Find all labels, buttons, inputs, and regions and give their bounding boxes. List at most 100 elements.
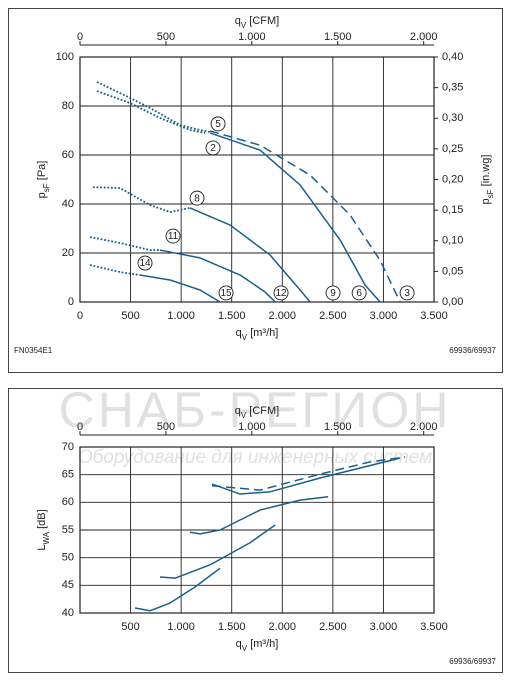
x-tick-label: 1.500 — [218, 310, 246, 322]
curve-marker — [189, 190, 205, 206]
fan-curve — [159, 524, 276, 579]
y-tick-label: 20 — [62, 247, 74, 259]
label-rest: [CFM] — [246, 15, 279, 27]
figure-code: 69936/69937 — [449, 346, 496, 355]
label-main: q — [236, 638, 242, 650]
figure-code: FN0354E1 — [14, 346, 53, 355]
panel-frame — [8, 388, 503, 673]
y2-tick-label: 0,00 — [442, 296, 463, 308]
x-tick-label: 2.000 — [269, 310, 297, 322]
curve-marker-label: 9 — [330, 288, 336, 299]
y2-tick-label: 0,25 — [442, 143, 463, 155]
plot-frame — [79, 56, 435, 303]
label-sub: V — [241, 21, 247, 30]
x-tick-label: 0 — [77, 310, 83, 322]
fan-curve — [159, 249, 276, 303]
fan-curve — [209, 132, 381, 303]
curve-marker-label: 15 — [220, 288, 232, 299]
label-sub: V — [242, 644, 248, 653]
y-tick-label: 40 — [62, 198, 74, 210]
y2-axis-label: psF [in.wg] — [480, 155, 495, 205]
y-tick-label: 45 — [62, 579, 74, 591]
y2-tick-label: 0,15 — [442, 204, 463, 216]
label-sub: sF — [486, 189, 495, 198]
y-axis-label: psF [Pa] — [36, 161, 51, 199]
x-tick-label: 3.500 — [420, 310, 448, 322]
y-tick-label: 65 — [62, 469, 74, 481]
label-rest: [in.wg] — [480, 155, 492, 190]
y-tick-label: 80 — [62, 100, 74, 112]
x-tick-label: 2.000 — [269, 621, 297, 633]
label-rest: [Pa] — [36, 161, 48, 184]
curve-marker-label: 6 — [356, 288, 362, 299]
x2-tick-label: 1.000 — [238, 421, 266, 433]
curve-marker-label: 14 — [139, 258, 151, 269]
x2-tick-label: 0 — [77, 31, 83, 43]
x-tick-label: 3.500 — [420, 621, 448, 633]
y-tick-label: 40 — [62, 607, 74, 619]
curve-marker-label: 8 — [194, 193, 200, 204]
x2-tick-label: 2.000 — [410, 31, 438, 43]
y2-tick-label: 0,35 — [442, 82, 463, 94]
label-rest: [CFM] — [246, 405, 279, 417]
x2-tick-label: 1.500 — [324, 421, 352, 433]
fan-curve — [189, 496, 329, 535]
y-tick-label: 55 — [62, 524, 74, 536]
x-tick-label: 3.000 — [370, 310, 398, 322]
fan-curve — [89, 264, 141, 276]
figure-code: 69936/69937 — [449, 657, 496, 666]
y-tick-label: 100 — [56, 51, 74, 63]
x-tick-label: 2.500 — [319, 310, 347, 322]
curve-marker — [273, 285, 289, 301]
y-axis-label: LWA [dB] — [36, 509, 51, 550]
curve-marker-label: 11 — [168, 231, 179, 242]
fan-curve — [139, 274, 221, 303]
y2-tick-label: 0,05 — [442, 265, 463, 277]
y-tick-label: 0 — [68, 296, 74, 308]
y-tick-label: 50 — [62, 552, 74, 564]
x-tick-label: 1.500 — [218, 621, 246, 633]
label-main: p — [36, 192, 48, 198]
watermark-title: СНАБ-РЕГИОН — [59, 382, 452, 438]
curve-marker — [351, 285, 367, 301]
label-main: q — [236, 327, 242, 339]
y2-tick-label: 0,10 — [442, 235, 463, 247]
label-main: q — [235, 15, 241, 27]
label-sub: sF — [42, 183, 51, 192]
x2-tick-label: 500 — [157, 421, 175, 433]
x2-tick-label: 0 — [77, 421, 83, 433]
curve-marker-label: 12 — [276, 288, 288, 299]
label-rest: [m³/h] — [247, 638, 278, 650]
x-tick-label: 500 — [121, 621, 139, 633]
label-rest: [dB] — [36, 509, 48, 532]
y2-tick-label: 0,40 — [442, 51, 463, 63]
y-tick-label: 60 — [62, 496, 74, 508]
curve-marker-label: 3 — [404, 288, 410, 299]
x-axis-label: qV [m³/h] — [236, 638, 279, 653]
label-main: p — [480, 198, 492, 204]
label-sub: V — [242, 333, 248, 342]
curve-marker-label: 5 — [215, 119, 221, 130]
fan-curve — [96, 81, 211, 133]
label-main: L — [36, 545, 48, 551]
label-sub: WA — [42, 531, 51, 544]
y-tick-label: 60 — [62, 149, 74, 161]
x2-tick-label: 1.500 — [324, 31, 352, 43]
x2-axis-label: qV [CFM] — [235, 15, 279, 30]
x2-tick-label: 500 — [157, 31, 175, 43]
x2-axis-label: qV [CFM] — [235, 405, 279, 420]
curve-marker — [399, 285, 415, 301]
fan-curve — [134, 567, 221, 612]
curve-marker — [325, 285, 341, 301]
x-tick-label: 1.000 — [167, 310, 195, 322]
x-tick-label: 2.500 — [319, 621, 347, 633]
fan-curve — [211, 457, 401, 495]
fan-curve — [92, 186, 191, 213]
label-main: q — [235, 405, 241, 417]
curve-marker — [165, 228, 181, 244]
label-sub: V — [241, 411, 247, 420]
curve-marker-label: 2 — [210, 143, 216, 154]
fan-curve — [89, 236, 161, 251]
